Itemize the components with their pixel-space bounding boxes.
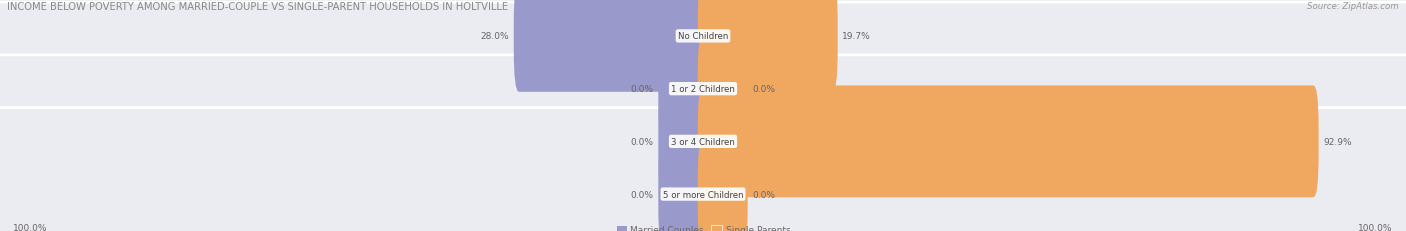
Text: 0.0%: 0.0%: [631, 85, 654, 94]
Text: INCOME BELOW POVERTY AMONG MARRIED-COUPLE VS SINGLE-PARENT HOUSEHOLDS IN HOLTVIL: INCOME BELOW POVERTY AMONG MARRIED-COUPL…: [7, 2, 508, 12]
FancyBboxPatch shape: [697, 86, 1319, 198]
FancyBboxPatch shape: [658, 139, 709, 231]
Text: 19.7%: 19.7%: [842, 32, 872, 41]
FancyBboxPatch shape: [697, 139, 748, 231]
FancyBboxPatch shape: [658, 33, 709, 145]
FancyBboxPatch shape: [513, 0, 709, 92]
FancyBboxPatch shape: [697, 33, 748, 145]
FancyBboxPatch shape: [697, 0, 838, 92]
Text: 100.0%: 100.0%: [13, 223, 48, 231]
FancyBboxPatch shape: [658, 86, 709, 198]
Text: 0.0%: 0.0%: [631, 190, 654, 199]
Text: 100.0%: 100.0%: [1358, 223, 1393, 231]
Text: 0.0%: 0.0%: [631, 137, 654, 146]
FancyBboxPatch shape: [0, 108, 1406, 231]
Text: 0.0%: 0.0%: [752, 85, 775, 94]
Text: 92.9%: 92.9%: [1323, 137, 1351, 146]
Text: 1 or 2 Children: 1 or 2 Children: [671, 85, 735, 94]
Text: 28.0%: 28.0%: [481, 32, 509, 41]
Text: 0.0%: 0.0%: [752, 190, 775, 199]
Text: Source: ZipAtlas.com: Source: ZipAtlas.com: [1308, 2, 1399, 11]
FancyBboxPatch shape: [0, 56, 1406, 228]
Text: 3 or 4 Children: 3 or 4 Children: [671, 137, 735, 146]
Text: No Children: No Children: [678, 32, 728, 41]
Legend: Married Couples, Single Parents: Married Couples, Single Parents: [614, 223, 792, 231]
Text: 5 or more Children: 5 or more Children: [662, 190, 744, 199]
FancyBboxPatch shape: [0, 0, 1406, 123]
FancyBboxPatch shape: [0, 3, 1406, 175]
